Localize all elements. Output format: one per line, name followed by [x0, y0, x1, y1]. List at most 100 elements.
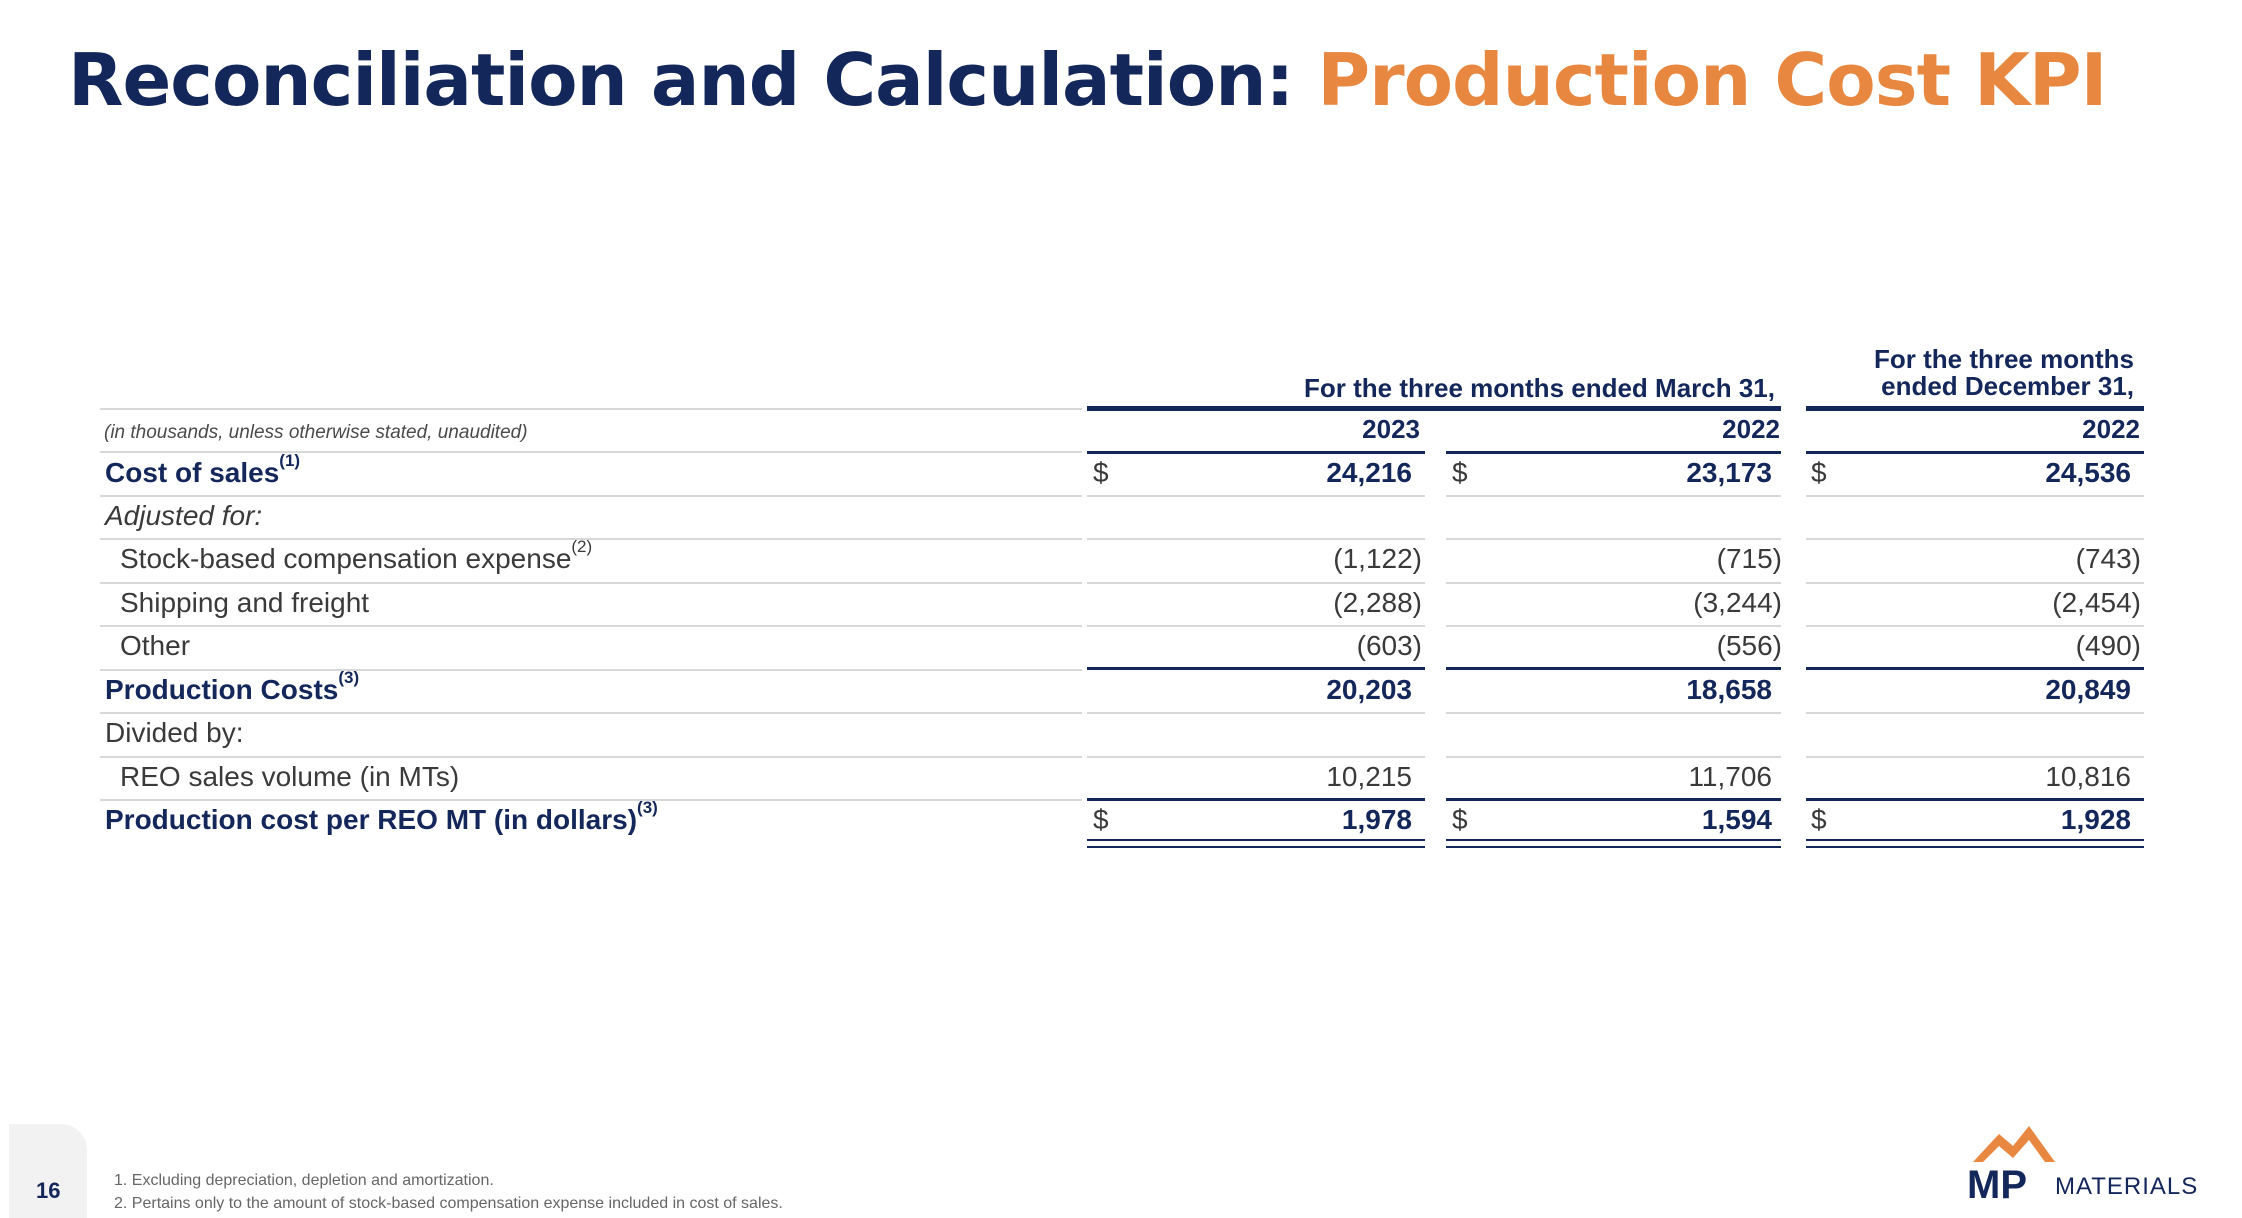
cell-rule	[1087, 625, 1425, 627]
title-accent: Production Cost KPI	[1317, 38, 2107, 122]
label-rule	[100, 451, 1082, 453]
cell-value: 1,594	[1701, 804, 1772, 835]
currency-symbol: $	[1452, 804, 1468, 835]
header-december-line2: ended December 31,	[1881, 371, 2134, 401]
cell-rule	[1806, 582, 2144, 584]
cell-rule	[1446, 756, 1781, 758]
row-cost-of-sales: Cost of sales(1)	[105, 451, 300, 489]
page-title: Reconciliation and Calculation: Producti…	[68, 38, 2107, 122]
header-march: For the three months ended March 31,	[1304, 373, 1775, 403]
cell-rule	[1087, 756, 1425, 758]
footnote-ref: (2)	[571, 537, 593, 556]
cell-value: 20,849	[2045, 674, 2131, 705]
cell-rule	[1446, 625, 1781, 627]
header-december-line1: For the three months	[1873, 344, 2134, 374]
footnote-ref: (3)	[338, 668, 360, 687]
cell-value: 1,978	[1341, 804, 1412, 835]
row-shipping-freight: Shipping and freight	[120, 587, 370, 618]
header-rule-march	[1087, 406, 1781, 411]
footnote-ref: (3)	[637, 798, 658, 817]
label-rule	[100, 625, 1082, 627]
cell-value: 11,706	[1688, 761, 1772, 792]
cell-rule	[1806, 756, 2144, 758]
cell-rule	[1806, 625, 2144, 627]
row-label-text: Stock-based compensation expense	[120, 543, 572, 574]
double-underline	[1806, 839, 2144, 848]
unit-note: (in thousands, unless otherwise stated, …	[104, 422, 528, 443]
cell-value: (3,244)	[1693, 587, 1782, 618]
subtotal-rule	[1446, 667, 1781, 670]
footnote-2: 2. Pertains only to the amount of stock-…	[114, 1195, 783, 1212]
cell-rule	[1806, 495, 2144, 497]
cell-rule	[1446, 582, 1781, 584]
cell-value: (2,454)	[2052, 587, 2141, 618]
subtotal-rule	[1087, 667, 1425, 670]
label-rule	[100, 495, 1082, 497]
total-rule	[1806, 798, 2144, 801]
cell-value: 24,536	[2045, 457, 2131, 488]
label-rule	[100, 582, 1082, 584]
title-main: Reconciliation and Calculation:	[68, 38, 1318, 122]
year-2022-december: 2022	[2082, 414, 2140, 444]
cell-value: 10,816	[2045, 761, 2131, 792]
cell-value: 18,658	[1686, 674, 1772, 705]
total-rule	[1087, 798, 1425, 801]
cell-rule	[1446, 495, 1781, 497]
label-rule	[100, 799, 1082, 801]
cell-value: (743)	[2075, 543, 2141, 574]
logo-word: MATERIALS	[2055, 1173, 2198, 1200]
page-number-tab	[9, 1124, 87, 1218]
cell-value: (490)	[2075, 630, 2141, 661]
row-other: Other	[120, 630, 191, 661]
cell-rule	[1087, 538, 1425, 540]
row-reo-sales-volume: REO sales volume (in MTs)	[120, 761, 460, 792]
year-2022-march: 2022	[1722, 414, 1780, 444]
row-divided-by: Divided by:	[105, 717, 244, 748]
footnote-1: 1. Excluding depreciation, depletion and…	[114, 1172, 494, 1189]
total-rule	[1446, 798, 1781, 801]
subtotal-rule	[1806, 667, 2144, 670]
row-cost-per-mt: Production cost per REO MT (in dollars)(…	[105, 798, 658, 836]
label-rule	[100, 712, 1082, 714]
header-rule-december	[1806, 406, 2144, 411]
cell-rule	[1446, 538, 1781, 540]
label-rule	[100, 756, 1082, 758]
mp-materials-logo: MP MATERIALS	[1967, 1126, 2198, 1200]
year-rule	[1446, 451, 1781, 454]
logo-mark: MP	[1967, 1163, 2027, 1200]
double-underline	[1446, 839, 1781, 848]
cell-value: 20,203	[1326, 674, 1412, 705]
currency-symbol: $	[1811, 457, 1827, 488]
label-rule	[100, 538, 1082, 540]
cell-value: (556)	[1716, 630, 1782, 661]
cell-value: (1,122)	[1333, 543, 1422, 574]
currency-symbol: $	[1093, 457, 1109, 488]
row-label-text: Cost of sales	[105, 457, 280, 488]
currency-symbol: $	[1811, 804, 1827, 835]
cell-value: (2,288)	[1333, 587, 1422, 618]
cell-value: (715)	[1716, 543, 1782, 574]
row-stock-based-comp: Stock-based compensation expense(2)	[120, 537, 592, 575]
cell-rule	[1087, 712, 1425, 714]
cell-value: (603)	[1356, 630, 1422, 661]
cell-rule	[1806, 712, 2144, 714]
double-underline	[1087, 839, 1425, 848]
year-rule	[1806, 451, 2144, 454]
label-rule	[100, 669, 1082, 671]
cell-value: 10,215	[1326, 761, 1412, 792]
cell-rule	[1446, 712, 1781, 714]
cell-rule	[1087, 495, 1425, 497]
page-number: 16	[36, 1178, 61, 1203]
cell-value: 24,216	[1326, 457, 1412, 488]
row-label-text: Production Costs	[105, 674, 339, 705]
row-adjusted-for: Adjusted for:	[105, 500, 263, 531]
cell-value: 1,928	[2060, 804, 2131, 835]
cell-rule	[1087, 582, 1425, 584]
year-2023: 2023	[1362, 414, 1420, 444]
row-label-text: Production cost per REO MT (in dollars)	[105, 804, 638, 835]
cell-rule	[1806, 538, 2144, 540]
row-production-costs: Production Costs(3)	[105, 668, 359, 706]
currency-symbol: $	[1452, 457, 1468, 488]
currency-symbol: $	[1093, 804, 1109, 835]
year-rule	[1087, 451, 1425, 454]
